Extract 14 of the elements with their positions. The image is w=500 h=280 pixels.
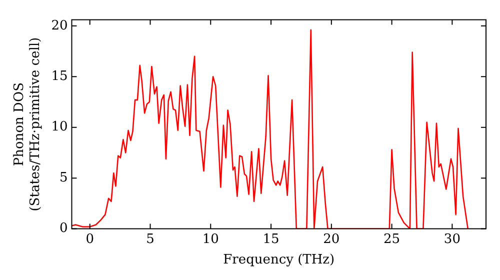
- x-tick-label: 5: [146, 232, 154, 247]
- y-tick-label: 0: [59, 221, 68, 236]
- x-tick-label: 10: [202, 232, 219, 247]
- x-tick-label: 20: [323, 232, 340, 247]
- x-tick-label: 30: [444, 232, 460, 247]
- y-tick-label: 10: [51, 120, 68, 135]
- y-tick-label: 20: [51, 18, 68, 34]
- x-tick-label: 15: [262, 232, 280, 247]
- y-axis-title: Phonon DOS (States/THz·primitive cell): [12, 37, 43, 212]
- x-axis-title: Frequency (THz): [223, 252, 335, 268]
- x-tick-label: 0: [86, 232, 94, 247]
- y-tick-label: 5: [59, 170, 68, 186]
- y-tick-label: 15: [51, 68, 68, 84]
- x-tick-label: 25: [384, 232, 400, 247]
